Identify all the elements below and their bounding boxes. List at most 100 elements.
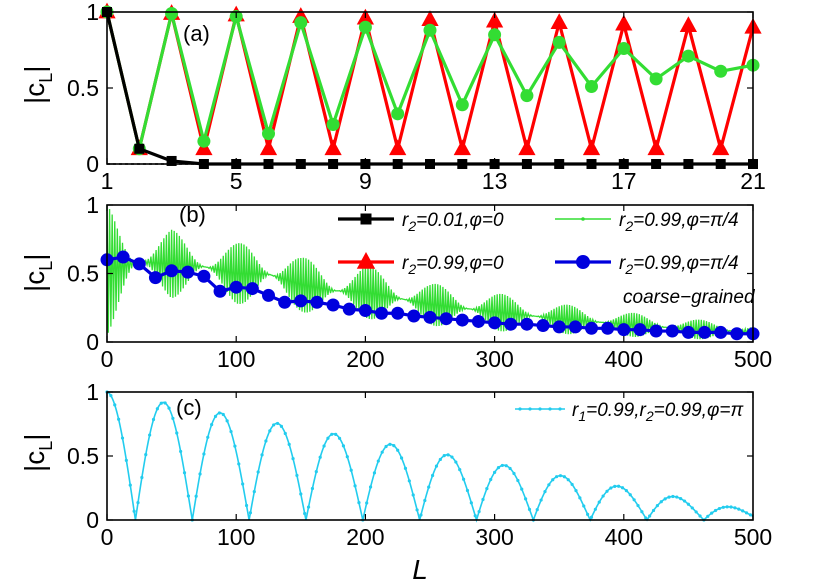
series-r2-0-99-4-coarse-grained-point <box>423 310 437 324</box>
series-r2-0-99-4-coarse-grained-point <box>165 264 179 278</box>
x-axis-label: L <box>412 554 428 585</box>
series-r1-0-99-r2-0-99--point <box>520 487 524 491</box>
series-r1-0-99-r2-0-99--point <box>686 502 691 506</box>
x-tick-label: 300 <box>475 346 513 372</box>
series-r1-0-99-r2-0-99--point <box>117 417 121 421</box>
series-r1-0-99-r2-0-99--point <box>268 429 272 433</box>
series-r2-0-99-4-point <box>423 23 437 37</box>
series-r1-0-99-r2-0-99--point <box>624 489 628 493</box>
series-r1-0-99-r2-0-99--point <box>516 478 520 483</box>
series-r2-0-99-4-point <box>681 49 695 63</box>
series-r1-0-99-r2-0-99--point <box>748 513 753 517</box>
series-r1-0-99-r2-0-99--point <box>419 513 423 517</box>
series-r2-0-99-4-coarse-grained-point <box>536 319 550 333</box>
series-r2-0-99-4-coarse-grained-point <box>504 317 518 331</box>
panel-a-label: (a) <box>183 21 210 46</box>
series-r1-0-99-r2-0-99--point <box>434 464 439 468</box>
series-r1-0-99-r2-0-99--point <box>547 483 551 487</box>
series-r1-0-99-r2-0-99--point <box>524 497 528 501</box>
series-r1-0-99-r2-0-99--point <box>210 422 214 427</box>
series-r1-0-99-r2-0-99--point <box>481 497 485 502</box>
series-r2-0-99-0-point <box>647 139 665 156</box>
series-r1-0-99-r2-0-99--point <box>620 486 625 490</box>
series-r1-0-99-r2-0-99--point <box>458 467 462 472</box>
series-r1-0-99-r2-0-99--point <box>179 449 183 454</box>
series-r2-0-99-4-coarse-grained-point <box>585 321 598 335</box>
legend-b-label: r2=0.99,φ=π/4 <box>619 210 739 234</box>
series-r1-0-99-r2-0-99--point <box>500 463 504 468</box>
series-r1-0-99-r2-0-99--point <box>217 411 222 415</box>
x-tick-label: 21 <box>740 168 766 194</box>
series-r1-0-99-r2-0-99--point <box>202 452 206 456</box>
series-r1-0-99-r2-0-99--point <box>128 483 132 487</box>
series-r2-0-01-0-point <box>166 155 177 166</box>
series-r2-0-99-4-coarse-grained-point <box>278 295 292 309</box>
series-r1-0-99-r2-0-99--point <box>477 509 481 514</box>
series-r1-0-99-r2-0-99--point <box>175 431 179 435</box>
panel-c: (c) 0 100 200 300 400 500 0 0.5 1 |cL| L r1=0.99… <box>19 379 772 585</box>
series-r1-0-99-r2-0-99--point <box>349 468 353 472</box>
series-r2-0-99-4-coarse-grained-point <box>358 303 372 317</box>
series-r2-0-99-4-point <box>197 134 211 148</box>
series-r1-0-99-r2-0-99--point <box>396 448 400 452</box>
series-r1-0-99-r2-0-99--point <box>667 495 671 499</box>
series-r1-0-99-r2-0-99--point <box>679 497 683 501</box>
series-r2-0-99-4-coarse-grained-point <box>698 325 712 339</box>
series-r2-0-99-4-coarse-grained-point <box>245 282 259 296</box>
series-r1-0-99-r2-0-99--point <box>717 506 722 511</box>
series-r1-0-99-r2-0-99--point <box>465 488 470 493</box>
series-r1-0-99-r2-0-99--point <box>469 501 473 505</box>
series-r1-0-99-r2-0-99--point <box>636 503 640 508</box>
series-r1-0-99-r2-0-99--point <box>737 507 741 511</box>
legend-c-marker <box>538 407 542 411</box>
series-r1-0-99-r2-0-99--point <box>555 475 559 479</box>
series-r1-0-99-r2-0-99--point <box>562 475 566 479</box>
series-r2-0-99-4-coarse-grained-point <box>471 314 485 328</box>
series-r1-0-99-r2-0-99--point <box>248 511 253 515</box>
series-r2-0-99-4-coarse-grained-point <box>439 312 453 326</box>
series-r2-0-99-4-coarse-grained-point <box>520 317 534 331</box>
series-r1-0-99-r2-0-99--point <box>489 477 493 482</box>
series-r1-0-99-r2-0-99--point <box>140 475 144 480</box>
series-r1-0-99-r2-0-99--point <box>376 459 380 463</box>
series-r2-0-99-4-coarse-grained-point <box>665 324 679 338</box>
legend-c-marker <box>548 407 552 411</box>
x-tick-label: 400 <box>605 346 643 372</box>
series-r1-0-99-r2-0-99--point <box>613 484 617 488</box>
series-r2-0-99-0-point <box>712 139 730 156</box>
series-r2-0-99-0-point <box>259 139 278 156</box>
series-r2-0-99-0-point <box>453 139 471 156</box>
y-tick-label: 0.5 <box>67 75 99 101</box>
panel-c-label: (c) <box>176 395 202 420</box>
legend-b-label: r2=0.01,φ=0 <box>402 210 504 234</box>
series-r1-0-99-r2-0-99--point <box>392 444 396 448</box>
legend-c-marker <box>528 407 532 411</box>
series-r2-0-99-4-coarse-grained-point <box>601 321 615 335</box>
x-tick-label: 100 <box>217 346 255 372</box>
series-r2-0-99-4-coarse-grained-point <box>617 323 631 337</box>
series-r1-0-99-r2-0-99--point <box>256 470 260 474</box>
series-r1-0-99-r2-0-99--point <box>663 497 667 501</box>
series-r1-0-99-r2-0-99--point <box>252 489 256 494</box>
x-tick-label: 500 <box>734 524 772 550</box>
y-tick-label: 0 <box>86 329 99 355</box>
series-r2-0-99-4-coarse-grained-point <box>714 325 728 339</box>
series-r1-0-99-r2-0-99--point <box>485 487 489 491</box>
series-r1-0-99-r2-0-99--point <box>578 496 582 500</box>
panel-b: (b) 0 100 200 300 400 500 0 0.5 1 |cL| r2=0.01,φ… <box>19 192 772 372</box>
x-tick-label: 500 <box>734 346 772 372</box>
legend-c-marker <box>558 407 562 411</box>
y-tick-label: 1 <box>86 0 99 25</box>
series-r2-0-99-0-point <box>389 139 407 156</box>
series-r1-0-99-r2-0-99--point <box>504 464 508 468</box>
series-r2-0-99-0-point <box>615 14 633 31</box>
series-r2-0-99-4-point <box>358 20 372 34</box>
series-r1-0-99-r2-0-99--point <box>446 453 450 457</box>
series-r2-0-99-4-coarse-grained-point <box>730 327 744 341</box>
series-r1-0-99-r2-0-99--point <box>450 455 454 459</box>
series-r1-0-99-r2-0-99--point <box>306 505 311 509</box>
series-r1-0-99-r2-0-99--point <box>574 489 578 493</box>
legend-b-label: r2=0.99,φ=0 <box>402 253 504 277</box>
series-r2-0-99-4-coarse-grained-point <box>148 271 162 285</box>
